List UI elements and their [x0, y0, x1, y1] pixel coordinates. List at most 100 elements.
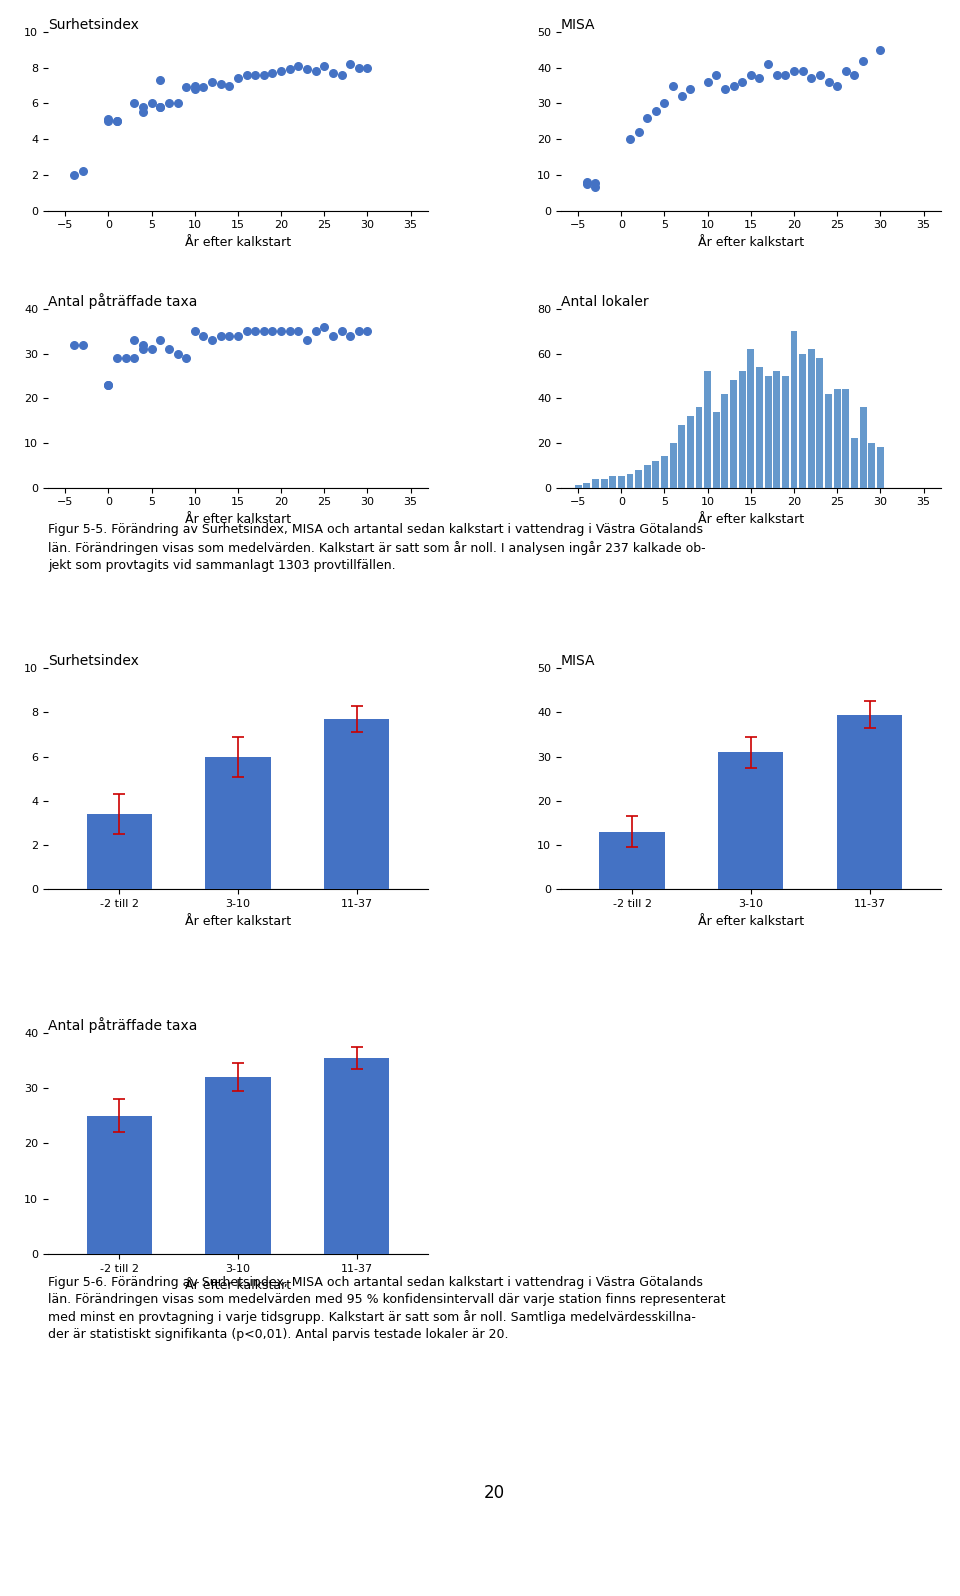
- Text: Surhetsindex: Surhetsindex: [48, 18, 139, 32]
- Point: [760, 51, 776, 77]
- Bar: [205, 1077, 271, 1254]
- Point: [161, 91, 177, 117]
- Text: MISA: MISA: [561, 18, 595, 32]
- Text: Antal påträffade taxa: Antal påträffade taxa: [48, 1017, 198, 1033]
- Bar: [731, 380, 737, 487]
- Point: [847, 62, 862, 88]
- Bar: [636, 469, 642, 487]
- Bar: [748, 350, 755, 487]
- Bar: [679, 425, 685, 487]
- Point: [179, 345, 194, 370]
- Point: [213, 322, 228, 348]
- Point: [334, 62, 349, 88]
- Bar: [851, 439, 858, 487]
- Point: [161, 337, 177, 362]
- Point: [66, 332, 82, 358]
- Point: [127, 327, 142, 353]
- Point: [248, 62, 263, 88]
- Point: [752, 65, 767, 91]
- Point: [308, 59, 324, 85]
- Point: [204, 69, 220, 94]
- Point: [769, 62, 784, 88]
- Point: [717, 77, 732, 102]
- Bar: [774, 372, 780, 487]
- Point: [135, 99, 151, 124]
- Bar: [756, 367, 763, 487]
- Bar: [653, 461, 660, 487]
- Bar: [816, 358, 824, 487]
- Bar: [842, 389, 850, 487]
- Point: [222, 322, 237, 348]
- Point: [248, 319, 263, 345]
- Point: [170, 91, 185, 117]
- Point: [66, 163, 82, 188]
- Point: [674, 83, 689, 109]
- Point: [196, 75, 211, 101]
- Point: [838, 59, 853, 85]
- Point: [351, 54, 367, 80]
- Point: [282, 57, 298, 83]
- Point: [708, 62, 724, 88]
- Point: [144, 91, 159, 117]
- Point: [855, 48, 871, 73]
- Point: [135, 337, 151, 362]
- Point: [317, 314, 332, 340]
- Bar: [670, 442, 677, 487]
- X-axis label: År efter kalkstart: År efter kalkstart: [698, 512, 804, 525]
- X-axis label: År efter kalkstart: År efter kalkstart: [185, 512, 291, 525]
- Point: [829, 73, 845, 99]
- Bar: [618, 476, 625, 487]
- X-axis label: År efter kalkstart: År efter kalkstart: [185, 1280, 291, 1293]
- Bar: [807, 350, 815, 487]
- Bar: [722, 394, 729, 487]
- Point: [256, 319, 272, 345]
- Point: [795, 59, 810, 85]
- Point: [804, 65, 819, 91]
- Bar: [791, 332, 798, 487]
- Point: [274, 319, 289, 345]
- Point: [665, 73, 681, 99]
- Point: [291, 319, 306, 345]
- Point: [135, 332, 151, 358]
- Point: [230, 65, 246, 91]
- Point: [274, 59, 289, 85]
- Bar: [687, 417, 694, 487]
- Point: [734, 69, 750, 94]
- Text: 20: 20: [484, 1484, 505, 1502]
- Bar: [868, 442, 876, 487]
- Bar: [599, 832, 664, 889]
- Point: [127, 91, 142, 117]
- Bar: [782, 375, 789, 487]
- Point: [631, 120, 646, 145]
- Bar: [584, 484, 590, 487]
- Point: [786, 59, 802, 85]
- Point: [588, 169, 603, 195]
- Point: [153, 327, 168, 353]
- Point: [334, 319, 349, 345]
- Point: [325, 322, 341, 348]
- Bar: [837, 715, 902, 889]
- Bar: [601, 479, 608, 487]
- X-axis label: År efter kalkstart: År efter kalkstart: [185, 915, 291, 927]
- Bar: [713, 412, 720, 487]
- Bar: [718, 752, 783, 889]
- X-axis label: År efter kalkstart: År efter kalkstart: [185, 236, 291, 249]
- Bar: [696, 407, 703, 487]
- Bar: [610, 476, 616, 487]
- Point: [360, 319, 375, 345]
- Point: [300, 327, 315, 353]
- Point: [317, 53, 332, 78]
- Point: [222, 73, 237, 99]
- Point: [308, 319, 324, 345]
- Point: [683, 77, 698, 102]
- Bar: [765, 375, 772, 487]
- Bar: [592, 479, 599, 487]
- Point: [821, 69, 836, 94]
- Point: [179, 75, 194, 101]
- Point: [778, 62, 793, 88]
- Point: [170, 340, 185, 365]
- Bar: [825, 394, 832, 487]
- Point: [343, 51, 358, 77]
- Point: [239, 319, 254, 345]
- Point: [743, 62, 758, 88]
